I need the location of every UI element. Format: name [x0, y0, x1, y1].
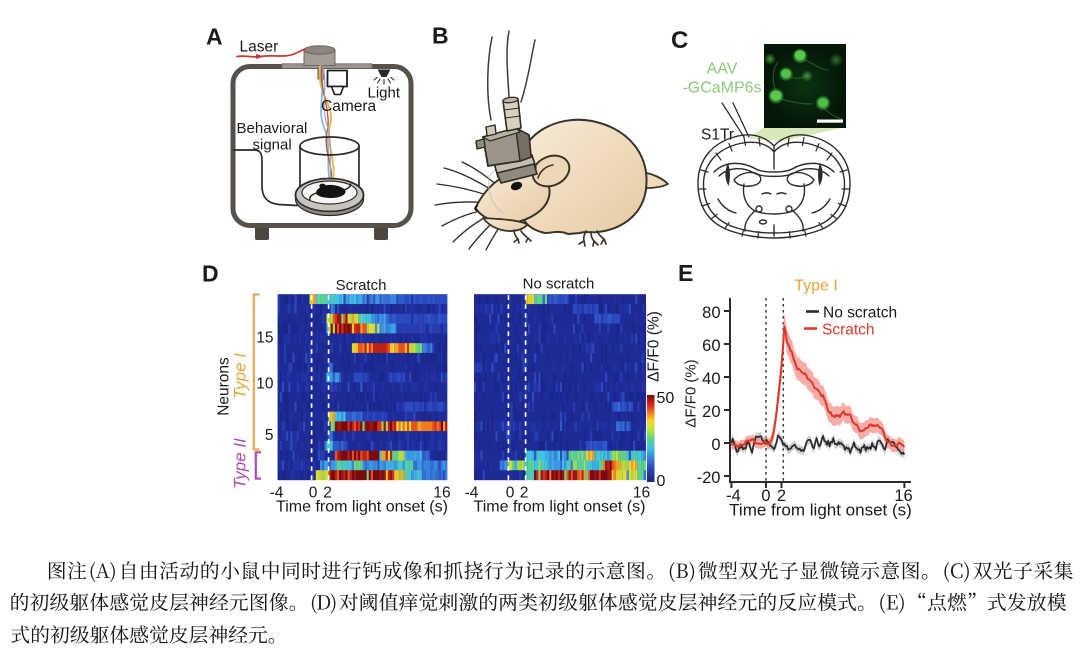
svg-text:0: 0: [309, 485, 318, 502]
svg-text:2: 2: [777, 487, 786, 505]
svg-text:E: E: [678, 260, 693, 286]
svg-text:15: 15: [256, 330, 273, 347]
svg-text:0: 0: [506, 485, 515, 502]
svg-text:A: A: [206, 24, 223, 50]
svg-text:Time from light onset (s): Time from light onset (s): [276, 499, 448, 516]
svg-text:C: C: [671, 27, 688, 54]
svg-text:AAV: AAV: [707, 61, 738, 78]
svg-text:Type II: Type II: [231, 438, 250, 489]
svg-text:Scratch: Scratch: [336, 277, 387, 294]
svg-text:50: 50: [657, 390, 675, 407]
svg-text:-4: -4: [726, 487, 741, 505]
svg-text:2: 2: [520, 485, 529, 502]
svg-text:16: 16: [633, 485, 650, 502]
svg-text:Behavioral: Behavioral: [237, 120, 308, 137]
svg-text:40: 40: [702, 370, 720, 388]
svg-text:Light: Light: [368, 85, 401, 102]
svg-text:-4: -4: [270, 485, 284, 502]
svg-text:80: 80: [702, 304, 720, 322]
svg-text:-4: -4: [465, 485, 479, 502]
svg-text:0: 0: [761, 487, 770, 505]
svg-text:16: 16: [433, 485, 450, 502]
svg-text:signal: signal: [253, 137, 292, 154]
svg-text:Neurons: Neurons: [216, 357, 233, 416]
svg-text:16: 16: [894, 487, 912, 505]
svg-text:Laser: Laser: [240, 39, 279, 56]
svg-text:Time from light onset (s): Time from light onset (s): [729, 501, 912, 520]
svg-text:0: 0: [657, 473, 666, 490]
svg-text:Camera: Camera: [321, 98, 377, 115]
svg-text:2: 2: [323, 485, 332, 502]
svg-text:No scratch: No scratch: [823, 305, 897, 322]
svg-text:Time from light onset (s): Time from light onset (s): [474, 499, 646, 516]
svg-text:B: B: [432, 23, 449, 49]
svg-text:S1Tr: S1Tr: [701, 127, 734, 144]
svg-text:Type I: Type I: [794, 278, 838, 295]
svg-text:ΔF/F0 (%): ΔF/F0 (%): [646, 311, 663, 382]
svg-text:0: 0: [711, 436, 720, 454]
svg-text:ΔF/F0 (%): ΔF/F0 (%): [683, 359, 700, 427]
svg-text:Scratch: Scratch: [822, 322, 875, 339]
svg-text:60: 60: [702, 337, 720, 355]
svg-text:D: D: [202, 261, 219, 287]
svg-text:Type I: Type I: [231, 353, 250, 399]
svg-text:-GCaMP6s: -GCaMP6s: [682, 80, 761, 97]
svg-text:20: 20: [702, 403, 720, 421]
svg-text:5: 5: [265, 427, 274, 444]
svg-text:10: 10: [256, 376, 274, 393]
svg-text:No scratch: No scratch: [523, 276, 595, 293]
svg-text:-20: -20: [697, 469, 721, 487]
